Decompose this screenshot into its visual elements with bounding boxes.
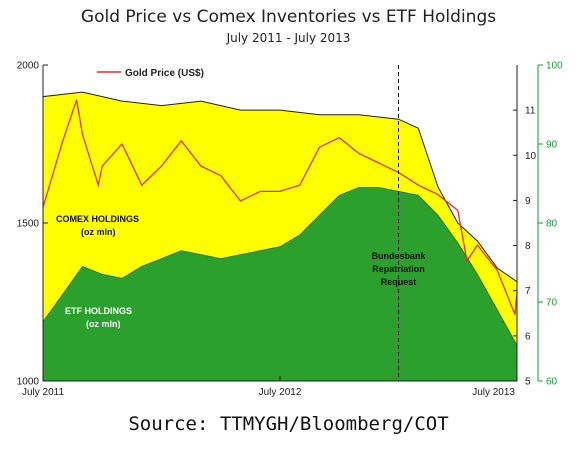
legend-gold-label: Gold Price (US$) [125, 68, 204, 79]
etf-tick-label: 60 [546, 377, 558, 388]
etf-tick-label: 80 [546, 219, 558, 230]
bundesbank-annotation-line: Bundesbank [371, 251, 426, 261]
bundesbank-annotation-line: Repatriation [372, 264, 425, 274]
chart-subtitle: July 2011 - July 2013 [226, 31, 351, 45]
chart-title: Gold Price vs Comex Inventories vs ETF H… [81, 7, 496, 27]
etf-area-unit: (oz mln) [86, 319, 121, 329]
comex-area-label: COMEX HOLDINGS [56, 214, 139, 224]
comex-tick-label: 6 [525, 331, 531, 342]
comex-area-unit: (oz mln) [81, 227, 116, 237]
axes: 1000 1500 2000 5 6 7 8 9 10 11 60 70 80 90 100 July 201… [17, 61, 563, 399]
x-tick-label: July 2011 [22, 387, 65, 398]
etf-area-label: ETF HOLDINGS [65, 306, 132, 316]
comex-tick-label: 5 [525, 377, 531, 388]
bundesbank-annotation-line: Request [381, 277, 417, 287]
comex-tick-label: 8 [525, 241, 531, 252]
x-tick-label: July 2013 [472, 387, 515, 398]
comex-tick-label: 10 [525, 151, 537, 162]
etf-tick-label: 70 [546, 298, 558, 309]
annotations: Gold Price (US$) COMEX HOLDINGS (oz mln) ET… [56, 65, 426, 381]
gold-price-line [42, 99, 518, 315]
source-note: Source: TTMYGH/Bloomberg/COT [128, 413, 448, 435]
comex-tick-label: 11 [525, 106, 536, 117]
comex-tick-label: 7 [525, 286, 531, 297]
comex-tick-label: 9 [525, 196, 531, 207]
left-tick-label: 1000 [17, 377, 40, 388]
x-tick-label: July 2012 [259, 387, 302, 398]
etf-tick-label: 100 [546, 61, 563, 72]
left-tick-label: 2000 [17, 61, 40, 72]
etf-tick-label: 90 [546, 140, 558, 151]
left-tick-label: 1500 [17, 219, 40, 230]
